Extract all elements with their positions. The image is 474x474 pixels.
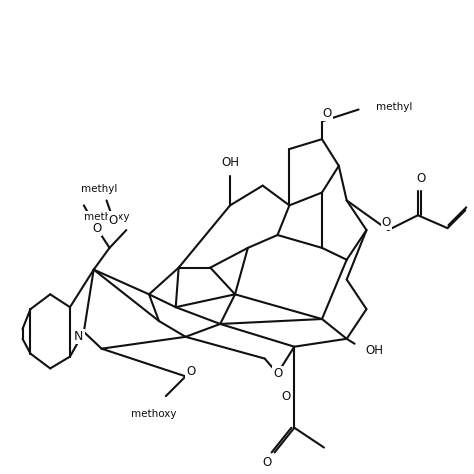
Text: O: O xyxy=(109,214,118,227)
Text: O: O xyxy=(186,365,195,378)
Text: methoxy: methoxy xyxy=(131,409,177,419)
Text: O: O xyxy=(322,107,331,120)
Text: O: O xyxy=(262,456,271,469)
Text: O: O xyxy=(416,172,426,185)
Text: methyl: methyl xyxy=(376,101,413,111)
Text: O: O xyxy=(273,367,282,380)
Text: OH: OH xyxy=(365,344,383,357)
Text: methyl: methyl xyxy=(82,183,118,193)
Text: methoxy: methoxy xyxy=(84,212,129,222)
Text: OH: OH xyxy=(221,156,239,169)
Text: O: O xyxy=(382,216,391,228)
Text: O: O xyxy=(92,222,101,235)
Text: N: N xyxy=(74,330,83,343)
Text: O: O xyxy=(282,390,291,402)
